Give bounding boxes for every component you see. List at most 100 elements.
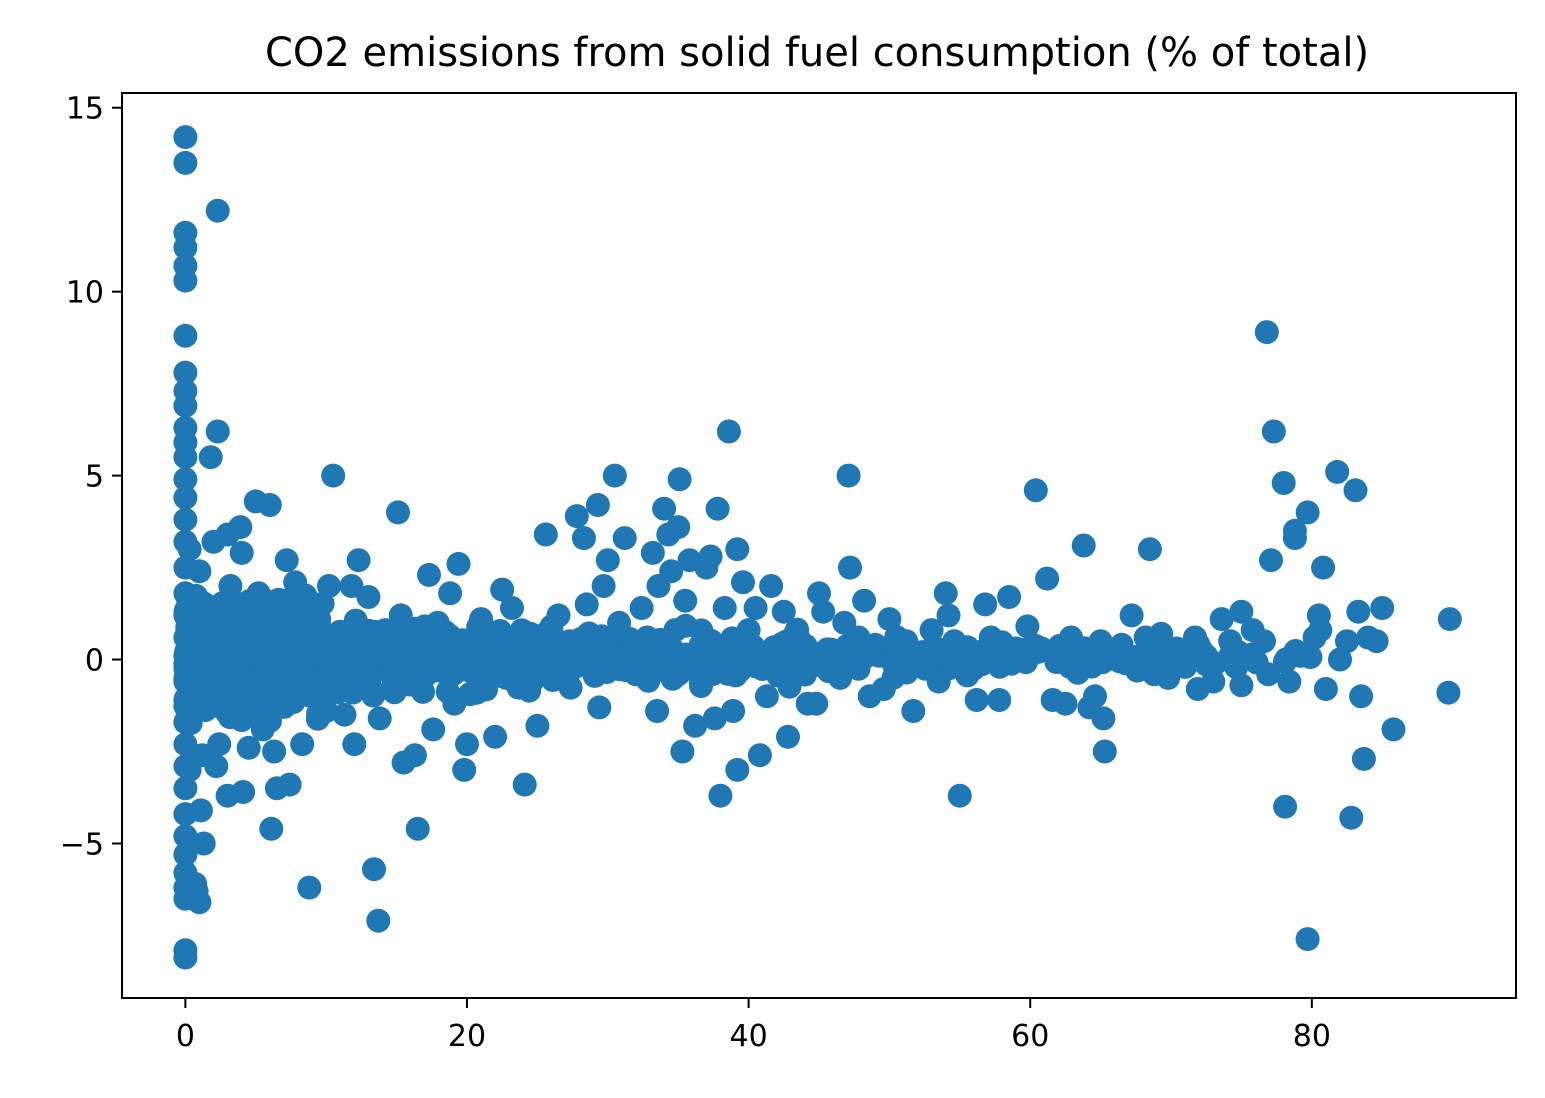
- scatter-point: [673, 588, 698, 613]
- scatter-point: [759, 574, 784, 598]
- scatter-point: [1282, 526, 1307, 551]
- data-points: [173, 125, 1462, 970]
- scatter-point: [1083, 684, 1107, 709]
- scatter-point: [1183, 625, 1207, 650]
- scatter-point: [852, 588, 877, 613]
- scatter-point: [1295, 500, 1320, 525]
- scatter-point: [455, 732, 479, 757]
- scatter-point: [623, 662, 648, 687]
- scatter-point: [173, 393, 198, 418]
- scatter-point: [290, 732, 315, 757]
- y-tick-label: 0: [85, 644, 104, 679]
- scatter-point: [557, 629, 582, 654]
- scatter-point: [352, 658, 377, 683]
- scatter-point: [208, 603, 233, 628]
- scatter-point: [421, 717, 446, 742]
- scatter-point: [979, 644, 1004, 669]
- scatter-point: [173, 150, 198, 175]
- scatter-point: [307, 607, 332, 632]
- scatter-point: [257, 493, 282, 517]
- scatter-point: [771, 599, 796, 624]
- scatter-point: [388, 603, 413, 628]
- scatter-point: [731, 570, 755, 595]
- scatter-point: [552, 654, 577, 679]
- scatter-point: [469, 607, 494, 632]
- scatter-point: [877, 607, 902, 632]
- scatter-point: [1173, 654, 1198, 679]
- scatter-point: [987, 688, 1012, 712]
- x-tick-label: 60: [1011, 1019, 1049, 1054]
- scatter-point: [1311, 555, 1336, 580]
- scatter-point: [438, 581, 463, 606]
- scatter-point: [173, 507, 198, 532]
- scatter-point: [708, 783, 733, 808]
- scatter-point: [476, 632, 501, 657]
- y-axis: 15 10 5 0 −5: [60, 92, 122, 862]
- plot-area-frame: [121, 92, 1517, 999]
- scatter-point: [1254, 320, 1279, 345]
- scatter-point: [173, 268, 198, 293]
- scatter-point: [640, 540, 665, 565]
- scatter-point: [645, 699, 670, 723]
- scatter-point: [332, 702, 357, 727]
- scatter-point: [618, 640, 643, 665]
- scatter-point: [1261, 419, 1286, 444]
- scatter-point: [585, 493, 610, 517]
- scatter-point: [1071, 533, 1096, 558]
- scatter-point: [1343, 478, 1368, 503]
- scatter-point: [764, 636, 789, 661]
- x-axis: 0 20 40 60 80: [176, 998, 1331, 1054]
- scatter-point: [398, 640, 423, 665]
- scatter-point: [507, 640, 532, 665]
- scatter-point: [367, 706, 392, 731]
- x-tick-label: 0: [176, 1019, 195, 1054]
- scatter-point: [804, 691, 829, 716]
- scatter-point: [736, 618, 761, 643]
- scatter-point: [274, 548, 299, 573]
- scatter-point: [652, 496, 677, 521]
- scatter-point: [612, 526, 637, 551]
- scatter-point: [1381, 717, 1406, 742]
- scatter-point: [1313, 677, 1338, 701]
- scatter-point: [317, 574, 341, 598]
- scatter-point: [191, 831, 216, 856]
- scatter-point: [546, 603, 571, 628]
- scatter-point: [1109, 632, 1134, 657]
- scatter-point: [670, 739, 695, 764]
- scatter-point: [1201, 669, 1226, 694]
- scatter-point: [571, 526, 596, 551]
- scatter-point: [417, 562, 441, 587]
- scatter-point: [328, 625, 353, 650]
- scatter-point: [721, 699, 746, 723]
- scatter-point: [525, 713, 550, 738]
- scatter-point: [790, 654, 815, 679]
- scatter-point: [947, 783, 972, 808]
- scatter-point: [262, 739, 287, 764]
- scatter-point: [705, 496, 730, 521]
- scatter-point: [838, 555, 862, 580]
- scatter-point: [1049, 643, 1074, 668]
- scatter-point: [228, 515, 253, 540]
- scatter-point: [1308, 618, 1333, 643]
- scatter-point: [405, 816, 430, 841]
- scatter-point: [1271, 471, 1296, 495]
- scatter-point: [218, 574, 243, 598]
- scatter-point: [197, 662, 222, 687]
- scatter-point: [232, 669, 257, 694]
- scatter-point: [698, 544, 723, 569]
- scatter-point: [828, 665, 853, 690]
- scatter-point: [712, 596, 737, 620]
- scatter-point: [1091, 706, 1116, 731]
- scatter-point: [173, 323, 198, 348]
- scatter-point: [659, 559, 684, 584]
- scatter-point: [667, 644, 692, 669]
- scatter-point: [1256, 662, 1281, 687]
- y-tick-label: 10: [66, 276, 104, 311]
- scatter-point: [494, 665, 519, 690]
- x-tick-label: 40: [730, 1019, 768, 1054]
- scatter-point: [725, 757, 750, 782]
- scatter-point: [173, 945, 198, 970]
- scatter-point: [346, 548, 371, 573]
- scatter-point: [211, 680, 236, 705]
